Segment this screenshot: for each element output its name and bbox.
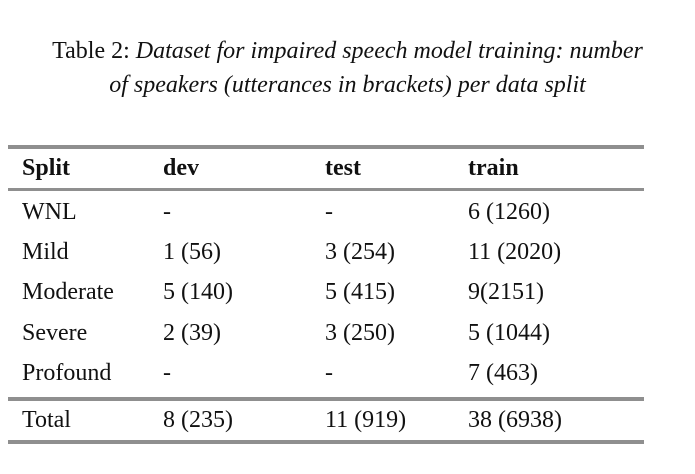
total-row: Total 8 (235) 11 (919) 38 (6938) <box>8 401 644 440</box>
total-top-rule <box>8 397 644 401</box>
total-label: Total <box>22 407 71 433</box>
cell-test: 5 (415) <box>325 279 395 306</box>
table-row: Mild 1 (56) 3 (254) 11 (2020) <box>8 232 644 272</box>
table-bottom-rule <box>8 440 644 444</box>
cell-train: 11 (2020) <box>468 239 562 266</box>
dataset-table: Split dev test train WNL - - 6 (1260) Mi… <box>8 149 644 394</box>
table-row: Severe 2 (39) 3 (250) 5 (1044) <box>8 313 644 353</box>
table-row: Moderate 5 (140) 5 (415) 9(2151) <box>8 273 644 313</box>
header-train: train <box>468 155 519 181</box>
cell-dev: - <box>163 198 171 225</box>
cell-test: - <box>325 360 333 387</box>
header-split: Split <box>22 155 71 181</box>
cell-test: 3 (250) <box>325 319 395 346</box>
header-dev: dev <box>163 155 199 181</box>
cell-split: WNL <box>22 198 77 225</box>
cell-train: 6 (1260) <box>468 198 550 225</box>
cell-dev: - <box>163 360 171 387</box>
cell-train: 7 (463) <box>468 360 538 387</box>
cell-dev: 5 (140) <box>163 279 233 306</box>
table-caption: Table 2: Dataset for impaired speech mod… <box>40 34 655 102</box>
header-row: Split dev test train <box>8 149 644 188</box>
cell-test: 3 (254) <box>325 239 395 266</box>
table-row: WNL - - 6 (1260) <box>8 188 644 232</box>
caption-text: Dataset for impaired speech model traini… <box>109 38 643 98</box>
header-bottom-rule <box>8 188 644 191</box>
cell-test: - <box>325 198 333 225</box>
cell-split: Moderate <box>22 279 114 306</box>
cell-dev: 2 (39) <box>163 319 221 346</box>
cell-split: Severe <box>22 319 88 346</box>
caption-label: Table 2: <box>52 38 130 64</box>
total-train: 38 (6938) <box>468 407 562 433</box>
cell-dev: 1 (56) <box>163 239 221 266</box>
header-test: test <box>325 155 361 181</box>
cell-split: Profound <box>22 360 112 387</box>
table-top-rule <box>8 145 644 149</box>
total-dev: 8 (235) <box>163 407 233 433</box>
table-row: Profound - - 7 (463) <box>8 354 644 394</box>
cell-split: Mild <box>22 239 69 266</box>
cell-train: 9(2151) <box>468 279 544 306</box>
total-test: 11 (919) <box>325 407 407 433</box>
cell-train: 5 (1044) <box>468 319 550 346</box>
